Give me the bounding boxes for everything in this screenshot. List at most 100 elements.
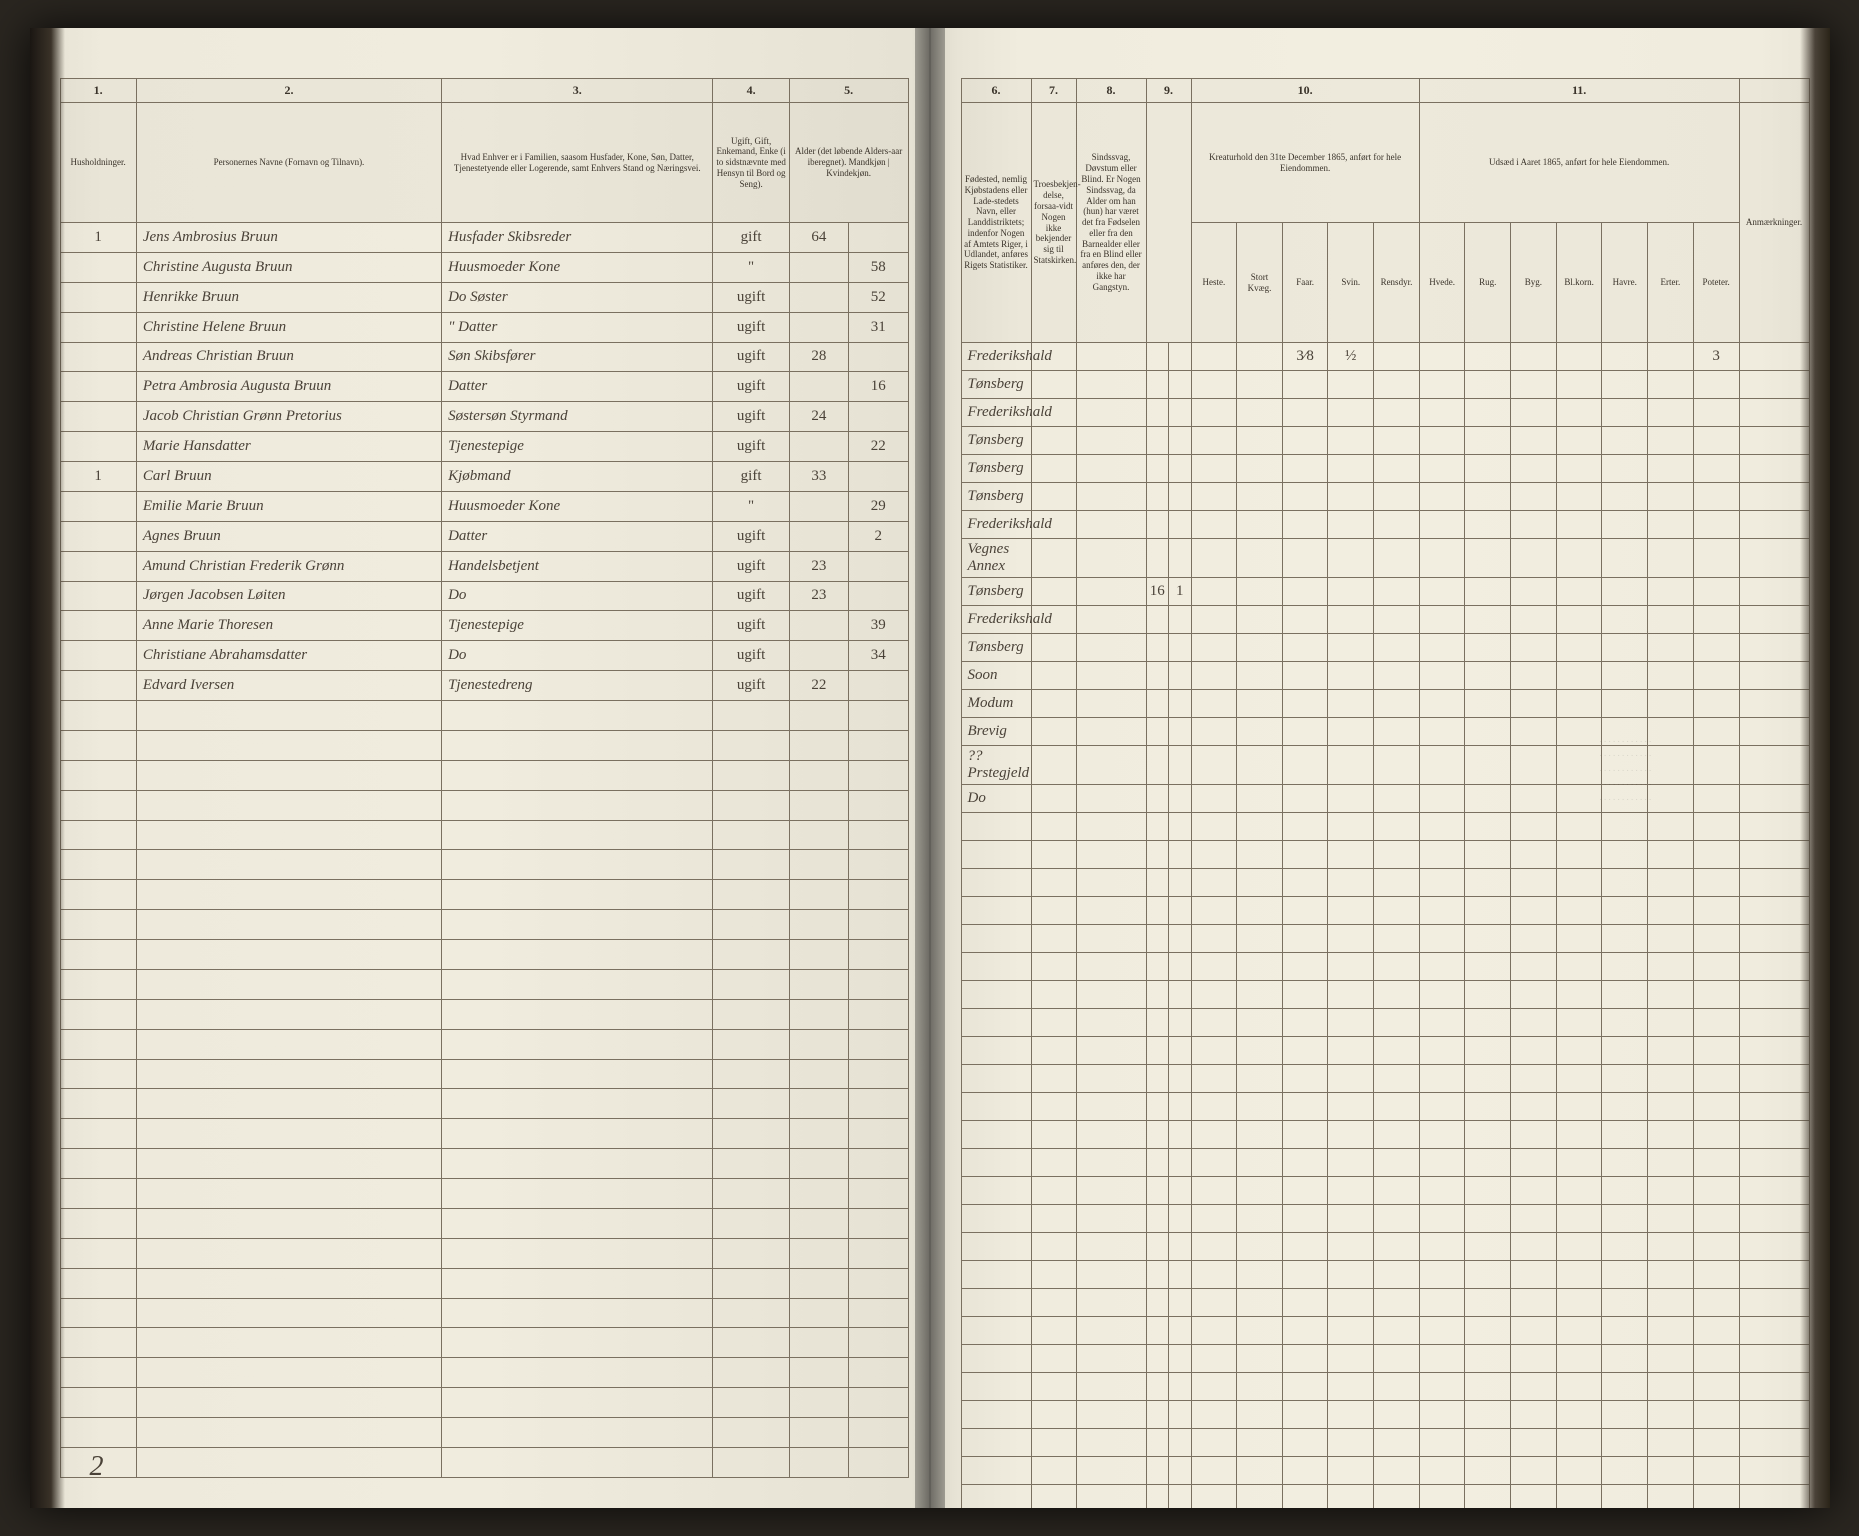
age-female	[849, 223, 908, 253]
ledger-book: 1. 2. 3. 4. 5. Husholdninger. Personerne…	[30, 28, 1830, 1508]
seed-5	[1648, 746, 1694, 785]
disability	[1076, 427, 1146, 455]
seed-0	[1419, 785, 1465, 813]
sh10-2: Faar.	[1282, 223, 1328, 343]
seed-0	[1419, 718, 1465, 746]
remarks	[1739, 483, 1809, 511]
empty-row	[961, 1345, 1809, 1373]
seed-2	[1511, 634, 1557, 662]
livestock-0	[1191, 578, 1237, 606]
sh10-1: Stort Kvæg.	[1237, 223, 1283, 343]
col9b	[1169, 606, 1192, 634]
age-male	[789, 252, 848, 282]
rh10: Kreaturhold den 31te December 1865, anfø…	[1191, 103, 1419, 223]
age-female: 29	[849, 491, 908, 521]
livestock-3	[1328, 399, 1374, 427]
col9a	[1146, 371, 1169, 399]
person-name: Jens Ambrosius Bruun	[136, 223, 441, 253]
person-name: Petra Ambrosia Augusta Bruun	[136, 372, 441, 402]
livestock-1	[1237, 483, 1283, 511]
birthplace: Soon	[961, 662, 1031, 690]
livestock-3	[1328, 455, 1374, 483]
seed-2	[1511, 343, 1557, 371]
age-female	[849, 462, 908, 492]
age-female: 34	[849, 641, 908, 671]
age-female	[849, 671, 908, 701]
empty-row	[961, 897, 1809, 925]
empty-row	[60, 1268, 908, 1298]
col9a	[1146, 511, 1169, 539]
seed-0	[1419, 399, 1465, 427]
age-male	[789, 432, 848, 462]
age-female	[849, 581, 908, 611]
empty-row	[60, 969, 908, 999]
left-headers: Husholdninger. Personernes Navne (Fornav…	[60, 103, 908, 223]
table-row: Do	[961, 785, 1809, 813]
remarks	[1739, 785, 1809, 813]
livestock-1	[1237, 343, 1283, 371]
table-row: Brevig	[961, 718, 1809, 746]
col9b	[1169, 371, 1192, 399]
seed-1	[1465, 746, 1511, 785]
livestock-3	[1328, 718, 1374, 746]
seed-3	[1556, 718, 1602, 746]
seed-2	[1511, 483, 1557, 511]
remarks	[1739, 746, 1809, 785]
seed-0	[1419, 690, 1465, 718]
seed-2	[1511, 578, 1557, 606]
seed-2	[1511, 718, 1557, 746]
col9b	[1169, 662, 1192, 690]
seed-6	[1693, 746, 1739, 785]
seed-5	[1648, 634, 1694, 662]
table-row: Anne Marie ThoresenTjenestepigeugift39	[60, 611, 908, 641]
seed-1	[1465, 662, 1511, 690]
seed-1	[1465, 483, 1511, 511]
seed-3	[1556, 578, 1602, 606]
livestock-0	[1191, 690, 1237, 718]
remarks	[1739, 371, 1809, 399]
col9b	[1169, 399, 1192, 427]
household-num	[60, 491, 136, 521]
col9a	[1146, 690, 1169, 718]
seed-6	[1693, 785, 1739, 813]
person-name: Carl Bruun	[136, 462, 441, 492]
religion	[1031, 455, 1076, 483]
empty-row	[60, 701, 908, 731]
age-male: 33	[789, 462, 848, 492]
livestock-4	[1374, 606, 1420, 634]
disability	[1076, 690, 1146, 718]
marital-status: "	[713, 491, 789, 521]
seed-3	[1556, 690, 1602, 718]
disability	[1076, 718, 1146, 746]
livestock-1	[1237, 606, 1283, 634]
livestock-1	[1237, 578, 1283, 606]
household-num	[60, 581, 136, 611]
table-row: Edvard IversenTjenestedrengugift22	[60, 671, 908, 701]
household-num	[60, 372, 136, 402]
rc10: 10.	[1191, 79, 1419, 103]
rc8: 8.	[1076, 79, 1146, 103]
seed-6	[1693, 399, 1739, 427]
religion	[1031, 371, 1076, 399]
disability	[1076, 371, 1146, 399]
table-row: Christiane AbrahamsdatterDougift34	[60, 641, 908, 671]
remarks	[1739, 455, 1809, 483]
livestock-2	[1282, 785, 1328, 813]
age-female	[849, 551, 908, 581]
h1: Husholdninger.	[60, 103, 136, 223]
person-name: Jørgen Jacobsen Løiten	[136, 581, 441, 611]
empty-row	[961, 869, 1809, 897]
seed-5	[1648, 343, 1694, 371]
seed-0	[1419, 578, 1465, 606]
seed-1	[1465, 455, 1511, 483]
household-num	[60, 671, 136, 701]
empty-row	[60, 1418, 908, 1448]
empty-row	[961, 1317, 1809, 1345]
seed-5	[1648, 578, 1694, 606]
age-female: 16	[849, 372, 908, 402]
rc12	[1739, 79, 1809, 103]
sh11-5: Erter.	[1648, 223, 1694, 343]
seed-1	[1465, 343, 1511, 371]
livestock-3	[1328, 662, 1374, 690]
remarks	[1739, 511, 1809, 539]
